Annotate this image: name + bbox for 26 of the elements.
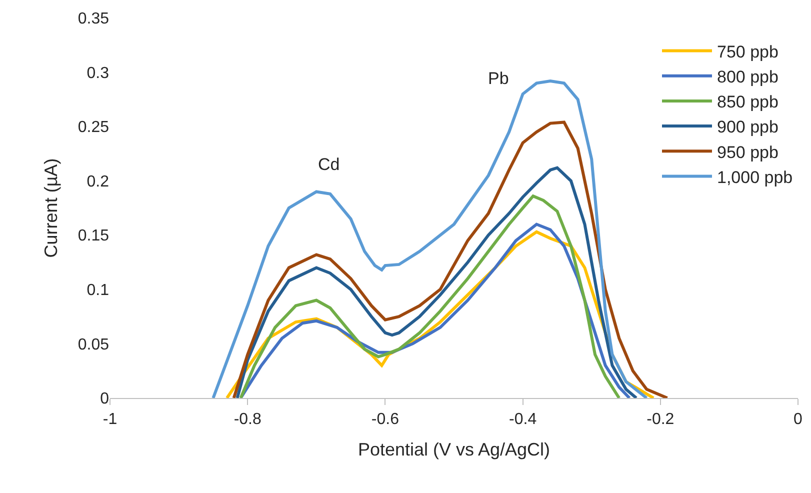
- y-axis-title: Current (µA): [41, 158, 62, 258]
- y-tick-label: 0.35: [78, 10, 110, 28]
- line-series: [232, 120, 669, 398]
- line-series: [239, 194, 621, 398]
- x-tick-label: -0.2: [646, 411, 674, 428]
- y-tick-label: 0.25: [78, 119, 110, 136]
- legend-label: 800 ppb: [717, 67, 778, 86]
- legend-label: 750 ppb: [717, 42, 778, 62]
- y-tick-label: 0.05: [78, 336, 110, 354]
- y-tick-label: 0.15: [78, 228, 110, 245]
- legend-label: 1,000 ppb: [717, 168, 793, 187]
- x-axis-title: Potential (V vs Ag/AgCl): [358, 439, 550, 460]
- y-tick-label: 0: [100, 390, 110, 408]
- x-tick-label: 0: [794, 411, 803, 428]
- x-tick-label: -0.8: [234, 411, 262, 428]
- y-tick-label: 0.3: [86, 64, 110, 82]
- legend-label: 950 ppb: [717, 142, 778, 162]
- annotation: Cd: [318, 155, 340, 174]
- legend-label: 850 ppb: [717, 92, 778, 112]
- x-tick-label: -0.6: [371, 411, 400, 428]
- x-tick-label: -1: [102, 411, 118, 428]
- annotation: Pb: [488, 69, 509, 88]
- y-tick-label: 0.2: [86, 173, 110, 190]
- x-tick-label: -0.4: [509, 411, 537, 428]
- legend-label: 900 ppb: [717, 118, 778, 137]
- y-tick-label: 0.1: [86, 282, 110, 300]
